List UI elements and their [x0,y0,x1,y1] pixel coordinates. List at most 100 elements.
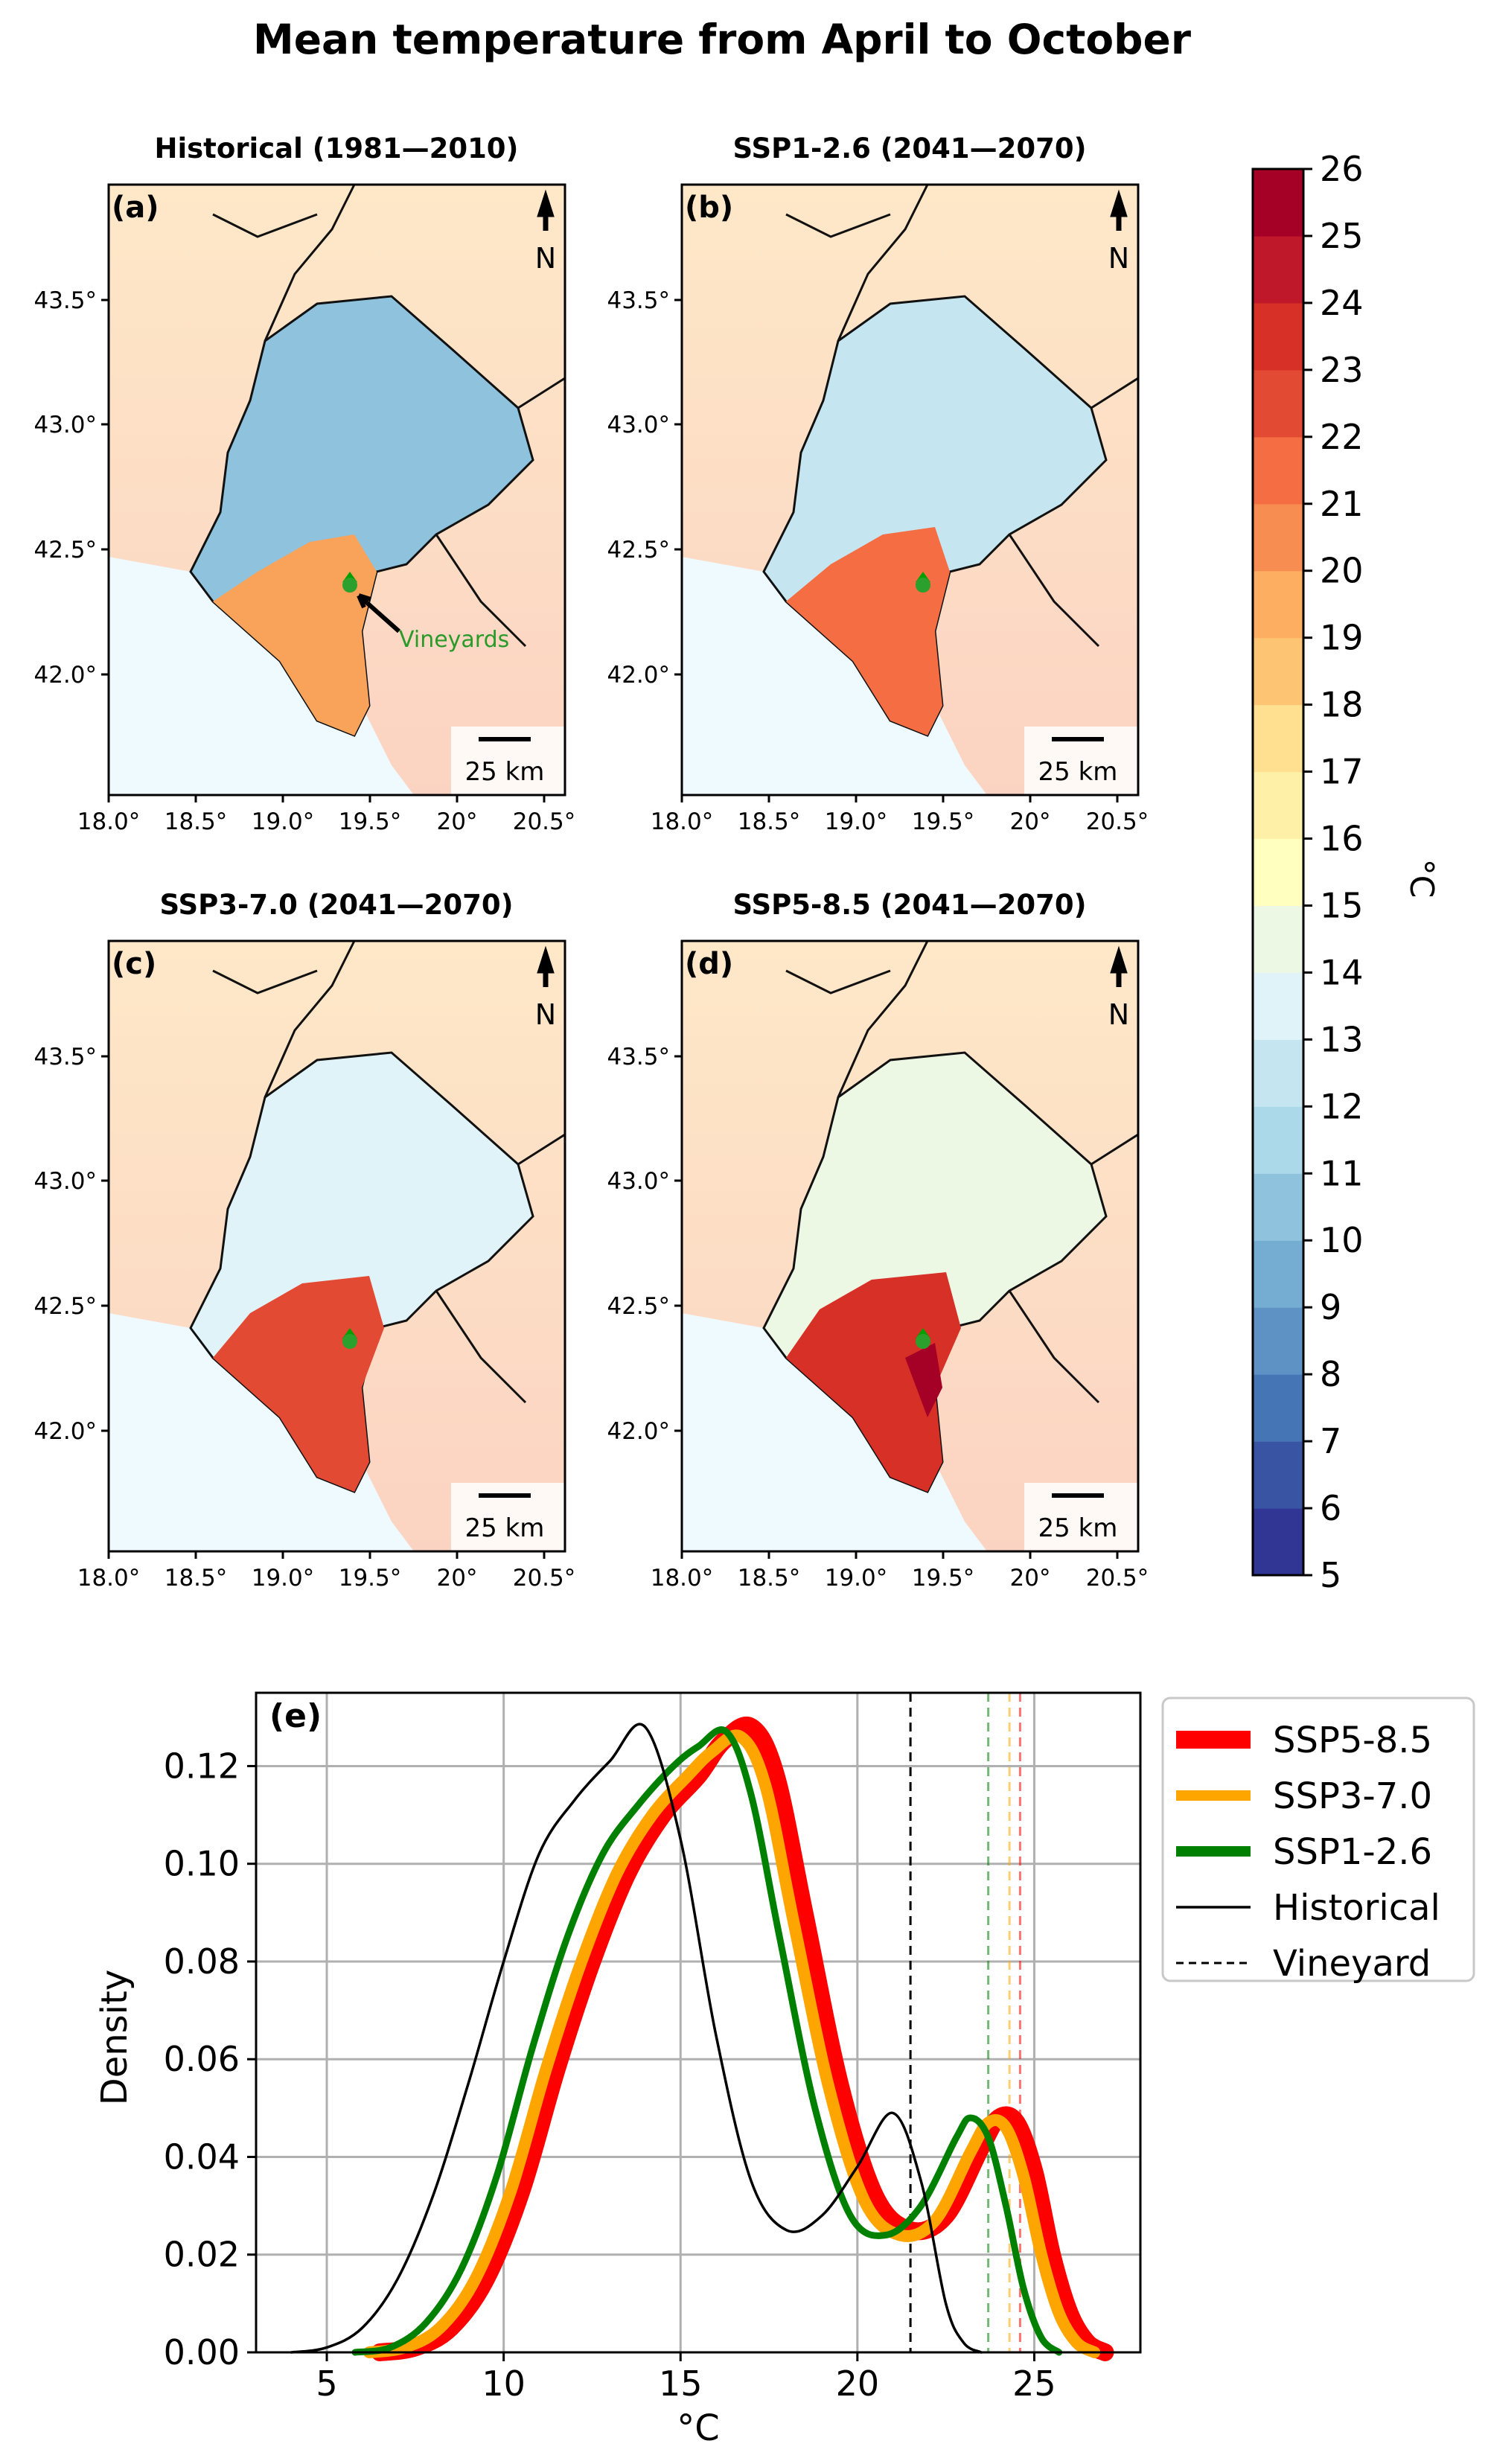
vineyard-marker-c [342,1328,357,1349]
map-lat-tick-label: 42.5° [33,1293,97,1320]
north-label-c: N [535,998,556,1031]
map-lat-tick-label: 43.0° [33,1168,97,1195]
map-lon-tick-label: 18.5° [165,1565,228,1592]
colorbar-tick-label: 6 [1320,1488,1341,1528]
colorbar-segment [1253,1508,1303,1576]
plot-frame [255,1691,1142,2354]
scalebar-label-b: 25 km [1038,757,1118,787]
colorbar-segment [1253,1374,1303,1442]
map-lat-tick-label: 42.5° [607,1293,670,1320]
panel-d-letter: (d) [685,947,733,981]
north-arrow-icon-a [537,189,555,231]
colorbar-segment [1253,905,1303,974]
map-lon-tick-label: 20.5° [1086,808,1149,835]
colorbar-segment [1253,436,1303,505]
map-lon-tick-label: 20.5° [513,1565,576,1592]
map-lon-tick-label: 20° [1010,1565,1051,1592]
north-label-d: N [1108,998,1129,1031]
y-tick-label: 0.10 [164,1844,240,1884]
colorbar-tick-label: 14 [1320,952,1364,992]
map-lat-tick-label: 43.0° [607,412,670,438]
legend-label: SSP1-2.6 [1273,1831,1432,1873]
colorbar-tick-label: 7 [1320,1421,1341,1461]
north-label-b: N [1108,242,1129,275]
map-lat-tick-label: 42.5° [607,537,670,564]
map-a-warm-lowland [213,534,377,735]
density-chart: 5 10 15 20 25 0.00 0.02 0.04 0.06 0.08 0.10 0.12 °C D… [94,1691,1475,2449]
colorbar-tick-label: 20 [1320,551,1364,591]
map-lon-tick-label: 20° [437,1565,478,1592]
colorbar-segment [1253,972,1303,1040]
y-tick-label: 0.08 [164,1941,240,1982]
colorbar-segment [1253,302,1303,371]
series-line-ssp5-8.5 [371,1717,1114,2361]
map-lon-tick-label: 20.5° [1086,1565,1149,1592]
colorbar-segment [1253,369,1303,438]
map-lat-tick-label: 43.0° [33,412,97,438]
colorbar-tick-label: 9 [1320,1287,1341,1327]
north-arrow-icon-b [1110,189,1128,231]
map-lon-tick-label: 19.5° [339,808,402,835]
map-lat-tick-label: 43.5° [33,287,97,314]
colorbar-segment [1253,235,1303,304]
colorbar-tick-label: 21 [1320,484,1364,524]
colorbar-frame [1251,167,1305,1577]
map-b-warm-lowland [786,527,950,735]
map-lon-tick-label: 18.0° [77,808,141,835]
map-lat-tick-label: 42.5° [33,537,97,564]
x-tick-label: 15 [659,2364,703,2404]
panel-b-title: SSP1-2.6 (2041—2070) [732,133,1086,165]
panel-b-letter: (b) [685,191,733,225]
map-d-sea [682,1313,987,1551]
map-lon-tick-label: 18.5° [738,1565,801,1592]
colorbar-tick-label: 5 [1320,1555,1341,1595]
legend-label: SSP3-7.0 [1273,1775,1432,1817]
map-lon-tick-label: 19.5° [339,1565,402,1592]
y-tick-label: 0.00 [164,2332,240,2372]
map-a-borders [212,184,566,648]
x-tick-label: 10 [482,2364,526,2404]
colorbar-unit: °C [1402,859,1440,899]
colorbar-segment [1253,1240,1303,1308]
colorbar-segment [1253,1106,1303,1174]
north-arrow-icon-d [1110,945,1128,987]
panel-d-title: SSP5-8.5 (2041—2070) [732,889,1086,921]
legend-label: Vineyard [1273,1943,1431,1985]
map-lon-tick-label: 18.5° [738,808,801,835]
map-lat-tick-label: 43.5° [607,287,670,314]
colorbar-tick-label: 8 [1320,1354,1341,1394]
y-tick-label: 0.04 [164,2136,240,2177]
colorbar-tick-label: 13 [1320,1019,1364,1059]
colorbar-tick-label: 16 [1320,819,1364,859]
colorbar-tick-label: 17 [1320,752,1364,792]
map-lon-tick-label: 18.5° [165,808,228,835]
colorbar-segment [1253,570,1303,639]
x-tick-label: 20 [836,2364,880,2404]
map-c-borders [212,940,566,1404]
colorbar-segment [1253,1039,1303,1107]
y-tick-label: 0.12 [164,1746,240,1786]
panel-a-letter: (a) [112,191,159,225]
colorbar-segment [1253,1307,1303,1375]
scalebar-label-a: 25 km [465,757,545,787]
colorbar-tick-label: 11 [1320,1153,1364,1193]
map-lat-tick-label: 42.0° [607,1418,670,1445]
map-lat-tick-label: 42.0° [607,662,670,689]
map-b-borders [785,184,1139,648]
map-d-hot-core [905,1343,942,1417]
panel-c-title: SSP3-7.0 (2041—2070) [159,889,513,921]
vineyard-arrow-a [357,593,400,633]
vineyard-label-a: Vineyards [399,627,509,653]
map-d-borders [785,940,1139,1404]
panel-e-letter: (e) [269,1697,322,1735]
map-c-frame [107,939,566,1553]
y-tick-label: 0.02 [164,2235,240,2275]
colorbar-tick-label: 26 [1320,149,1364,189]
colorbar-tick-label: 25 [1320,216,1364,256]
map-lon-tick-label: 20.5° [513,808,576,835]
map-a-frame [107,183,566,797]
colorbar-tick-label: 19 [1320,618,1364,658]
north-arrow-icon-c [537,945,555,987]
colorbar-tick-label: 15 [1320,885,1364,925]
map-a-sea [109,557,414,795]
